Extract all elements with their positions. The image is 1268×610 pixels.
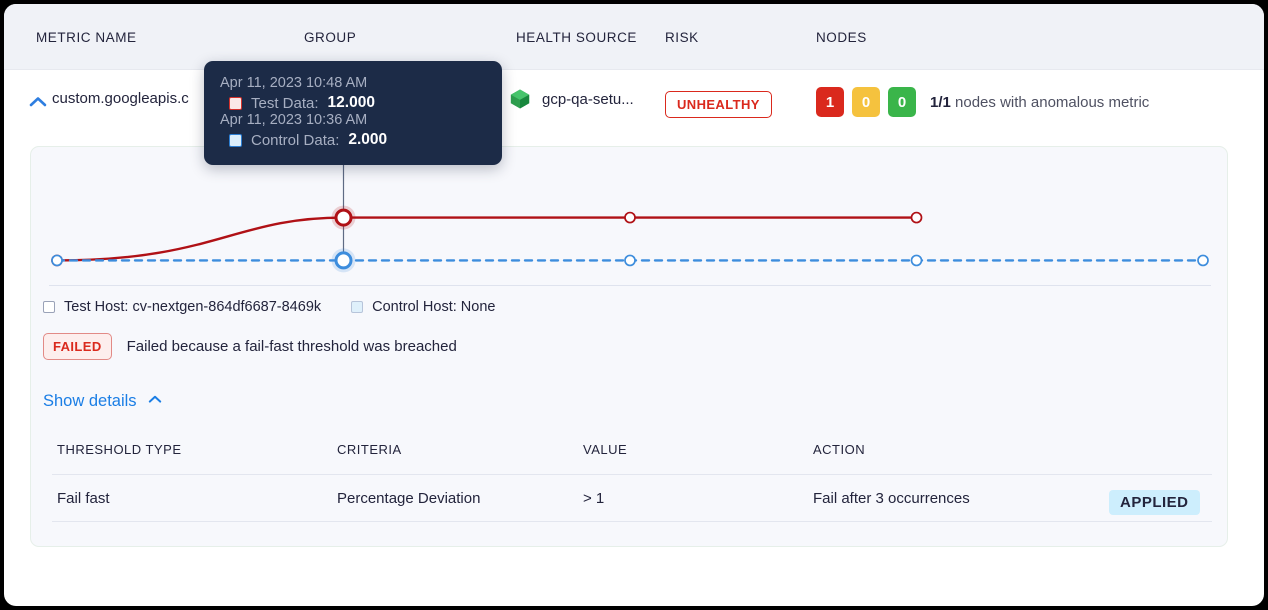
legend-item-test-host[interactable]: Test Host: cv-nextgen-864df6687-8469k bbox=[43, 299, 321, 315]
health-source-label: gcp-qa-setu... bbox=[542, 90, 634, 108]
health-source-cell: gcp-qa-setu... bbox=[509, 88, 634, 110]
analysis-status-line: FAILED Failed because a fail-fast thresh… bbox=[43, 333, 457, 360]
tooltip-label-control: Control Data: bbox=[251, 131, 340, 149]
threshold-col-type: THRESHOLD TYPE bbox=[57, 442, 182, 457]
screenshot-page: METRIC NAME GROUP HEALTH SOURCE RISK NOD… bbox=[4, 4, 1264, 606]
test-host-swatch-icon bbox=[43, 301, 55, 313]
nodes-summary-label: nodes with anomalous metric bbox=[955, 93, 1150, 111]
node-count-yellow[interactable]: 0 bbox=[852, 87, 880, 117]
metric-analysis-panel: Test Host: cv-nextgen-864df6687-8469k Co… bbox=[30, 146, 1228, 547]
threshold-col-criteria: CRITERIA bbox=[337, 442, 402, 457]
chevron-up-icon bbox=[146, 390, 164, 413]
metrics-table-header: METRIC NAME GROUP HEALTH SOURCE RISK NOD… bbox=[4, 4, 1264, 70]
status-message: Failed because a fail-fast threshold was… bbox=[126, 338, 457, 355]
legend-label-control-host: Control Host: None bbox=[372, 299, 496, 315]
tooltip-entry-control: Apr 11, 2023 10:36 AM Control Data: 2.00… bbox=[220, 112, 486, 149]
cell-threshold-type: Fail fast bbox=[57, 490, 110, 507]
chart-tooltip: Apr 11, 2023 10:48 AM Test Data: 12.000 … bbox=[204, 61, 502, 165]
tooltip-label-test: Test Data: bbox=[251, 94, 319, 112]
nodes-cell: 1 0 0 1/1 nodes with anomalous metric bbox=[816, 87, 1149, 117]
show-details-toggle[interactable]: Show details bbox=[43, 390, 164, 413]
legend-label-test-host: Test Host: cv-nextgen-864df6687-8469k bbox=[64, 299, 322, 315]
threshold-col-action: ACTION bbox=[813, 442, 866, 457]
tooltip-value-test: 12.000 bbox=[327, 94, 375, 111]
cell-criteria: Percentage Deviation bbox=[337, 490, 481, 507]
status-badge-failed: FAILED bbox=[43, 333, 112, 360]
legend-item-control-host[interactable]: Control Host: None bbox=[351, 299, 495, 315]
column-header-metric-name: METRIC NAME bbox=[36, 30, 137, 45]
status-badge-applied[interactable]: APPLIED bbox=[1109, 490, 1200, 515]
tooltip-timestamp-test: Apr 11, 2023 10:48 AM bbox=[220, 75, 368, 91]
chevron-up-icon[interactable] bbox=[26, 90, 50, 114]
threshold-col-value: VALUE bbox=[583, 442, 628, 457]
nodes-ratio: 1/1 bbox=[930, 93, 951, 111]
node-count-green[interactable]: 0 bbox=[888, 87, 916, 117]
deviation-chart[interactable] bbox=[31, 147, 1227, 292]
cell-action: Fail after 3 occurrences bbox=[813, 490, 970, 507]
threshold-table-header: THRESHOLD TYPE CRITERIA VALUE ACTION bbox=[52, 442, 1212, 475]
metric-name-label: custom.googleapis.c bbox=[52, 90, 189, 107]
chart-baseline bbox=[49, 285, 1211, 286]
column-header-nodes: NODES bbox=[816, 30, 867, 45]
metric-summary-row: custom.googleapis.c gcp-qa-setu... UNHEA… bbox=[4, 70, 1264, 134]
tooltip-timestamp-control: Apr 11, 2023 10:36 AM bbox=[220, 112, 368, 128]
tooltip-value-control: 2.000 bbox=[348, 131, 388, 148]
show-details-label: Show details bbox=[43, 392, 137, 410]
nodes-summary-text: 1/1 nodes with anomalous metric bbox=[930, 94, 1149, 111]
gcp-icon bbox=[509, 88, 531, 110]
cell-value: > 1 bbox=[583, 490, 605, 507]
status-badge-risk[interactable]: UNHEALTHY bbox=[665, 91, 772, 118]
test-data-swatch-icon bbox=[229, 96, 242, 110]
node-count-red[interactable]: 1 bbox=[816, 87, 844, 117]
column-header-group: GROUP bbox=[304, 30, 357, 45]
tooltip-entry-test: Apr 11, 2023 10:48 AM Test Data: 12.000 bbox=[220, 75, 486, 112]
threshold-table: THRESHOLD TYPE CRITERIA VALUE ACTION Fai… bbox=[52, 442, 1212, 522]
chart-legend: Test Host: cv-nextgen-864df6687-8469k Co… bbox=[43, 299, 495, 315]
control-data-swatch-icon bbox=[229, 133, 242, 147]
column-header-risk: RISK bbox=[665, 30, 699, 45]
control-host-swatch-icon bbox=[351, 301, 364, 313]
column-header-health-source: HEALTH SOURCE bbox=[516, 30, 637, 45]
table-row: Fail fast Percentage Deviation > 1 Fail … bbox=[52, 475, 1212, 522]
